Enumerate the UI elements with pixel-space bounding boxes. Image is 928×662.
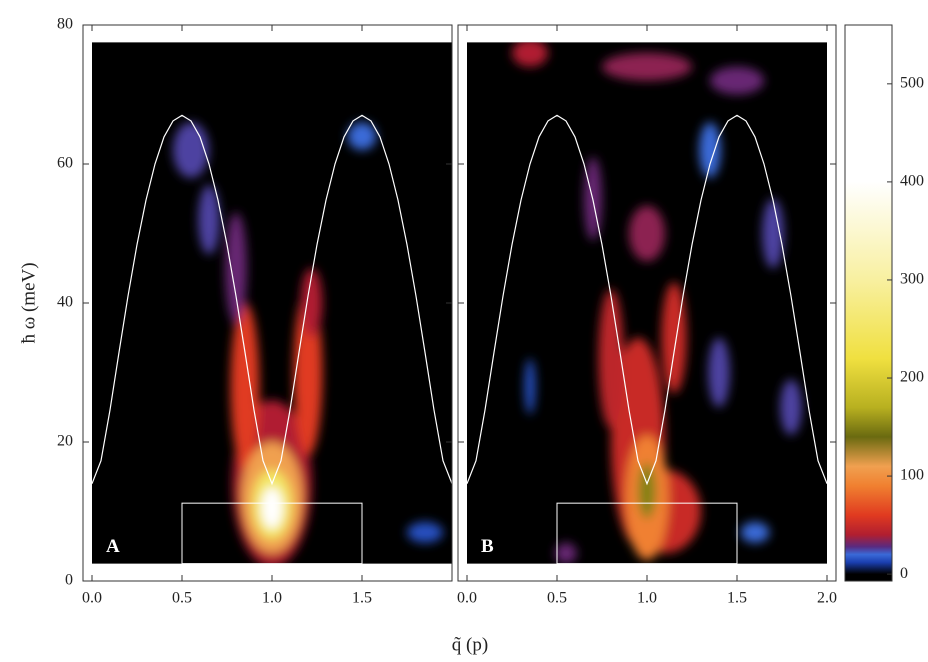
x-tick-label: 0.5 — [547, 590, 567, 607]
y-tick-label: 60 — [57, 155, 73, 172]
colorbar — [845, 25, 892, 581]
x-tick-label: 1.5 — [727, 590, 747, 607]
intensity-blob — [602, 53, 692, 81]
y-tick-label: 80 — [57, 16, 73, 33]
x-tick-label: 1.0 — [637, 590, 657, 607]
colorbar-tick-label: 200 — [900, 369, 924, 386]
panel: 0.0 0.5 1.0 1.5 0 20 40 60 80 A — [57, 16, 452, 607]
colorbar-tick-label: 500 — [900, 75, 924, 92]
panel-label: A — [106, 536, 120, 557]
x-tick-label: 0.0 — [82, 590, 102, 607]
intensity-blob — [780, 379, 802, 435]
x-tick-label: 0.0 — [457, 590, 477, 607]
intensity-blob — [407, 522, 443, 543]
intensity-blob — [710, 67, 764, 95]
y-tick-label: 20 — [57, 433, 73, 450]
intensity-blob — [555, 543, 577, 564]
panel-label: B — [481, 536, 494, 557]
y-axis-title: ħ ω (meV) — [18, 262, 39, 343]
intensity-blob — [598, 289, 623, 428]
intensity-blob — [348, 122, 377, 150]
intensity-blob — [525, 359, 536, 415]
intensity-blob — [261, 487, 283, 529]
colorbar-tick-label: 400 — [900, 173, 924, 190]
colorbar-tick-label: 100 — [900, 467, 924, 484]
intensity-blob — [231, 303, 260, 470]
y-tick-label: 40 — [57, 294, 73, 311]
x-tick-label: 1.5 — [352, 590, 372, 607]
intensity-blob — [225, 213, 247, 324]
panel: 0.0 0.5 1.0 1.5 2.0 B — [457, 25, 837, 607]
intensity-blob — [638, 463, 656, 519]
intensity-blob — [708, 338, 730, 408]
intensity-blob — [699, 122, 721, 178]
x-tick-label: 1.0 — [262, 590, 282, 607]
colorbar-tick-label: 300 — [900, 271, 924, 288]
x-tick-label: 2.0 — [817, 590, 837, 607]
intensity-blob — [173, 122, 209, 178]
x-axis-title: q̃ (p) — [452, 634, 488, 655]
y-tick-label: 0 — [65, 572, 73, 589]
intensity-blob — [762, 199, 784, 269]
intensity-blob — [512, 39, 548, 67]
intensity-blob — [741, 522, 770, 543]
colorbar-tick-label: 0 — [900, 565, 908, 582]
intensity-blob — [629, 206, 665, 262]
x-tick-label: 0.5 — [172, 590, 192, 607]
